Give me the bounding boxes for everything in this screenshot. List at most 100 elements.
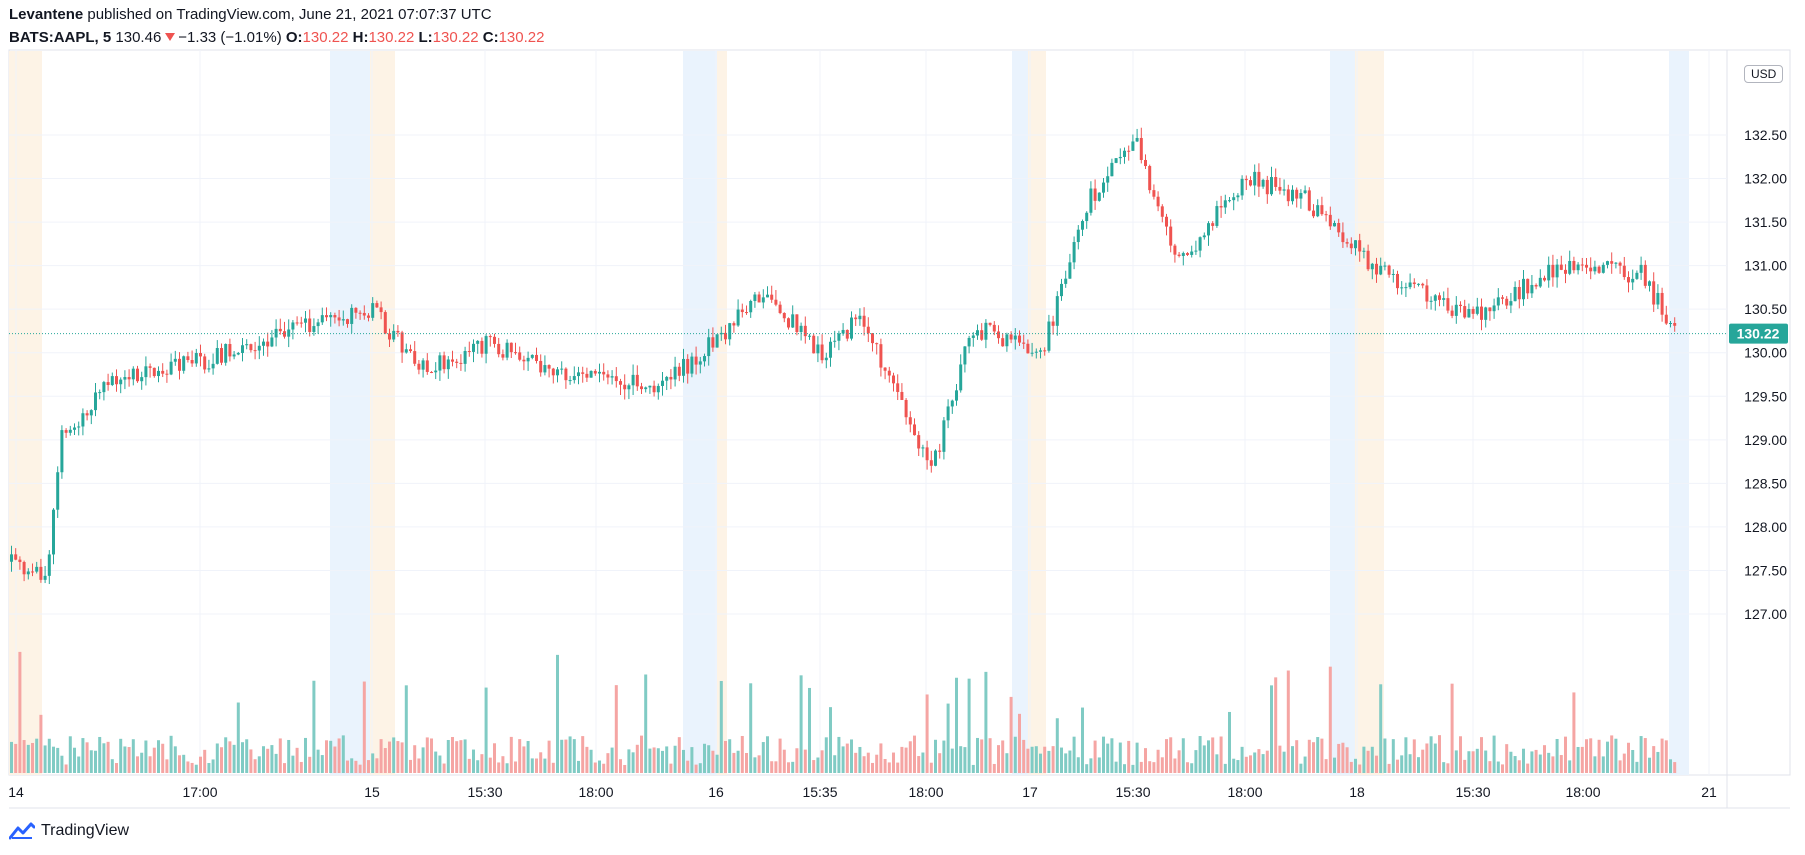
candle-body — [26, 571, 30, 575]
volume-bar — [434, 751, 438, 773]
volume-bar — [1425, 743, 1429, 773]
y-tick-label: 132.50 — [1744, 127, 1787, 143]
x-tick-label: 14 — [8, 784, 24, 800]
volume-bar — [1148, 761, 1152, 773]
volume-bar — [938, 753, 942, 773]
volume-bar — [1664, 740, 1668, 773]
candle-body — [589, 370, 593, 378]
candle-body — [1627, 277, 1630, 283]
candle-body — [1375, 263, 1378, 275]
volume-bar — [829, 707, 832, 773]
candle-body — [367, 315, 370, 318]
candle-body — [1211, 223, 1215, 226]
candle-body — [820, 344, 824, 361]
candle-body — [585, 373, 589, 378]
volume-bar — [1362, 746, 1366, 773]
candle-body — [1379, 265, 1383, 275]
volume-bar — [89, 750, 93, 773]
y-tick-label: 131.00 — [1744, 258, 1787, 274]
volume-bar — [1471, 751, 1475, 773]
candle-body — [1198, 237, 1202, 251]
author-name[interactable]: Levantene — [9, 6, 84, 23]
volume-bar — [1249, 755, 1252, 773]
candle-body — [1425, 285, 1429, 302]
volume-bar — [896, 762, 900, 773]
candle-body — [959, 364, 963, 391]
volume-bar — [1656, 751, 1660, 773]
volume-bar — [1580, 746, 1584, 773]
currency-button[interactable]: USD — [1744, 65, 1784, 83]
candle-body — [1060, 283, 1063, 297]
candle-body — [1589, 267, 1593, 272]
candle-body — [22, 562, 26, 575]
volume-bar — [1618, 760, 1622, 773]
volume-bar — [623, 764, 627, 773]
candle-body — [1467, 309, 1471, 318]
volume-bar — [887, 762, 891, 773]
candle-body — [799, 325, 803, 333]
volume-bar — [1648, 757, 1651, 773]
volume-bar — [400, 742, 404, 773]
volume-bar — [1391, 739, 1395, 773]
volume-bar — [367, 760, 370, 773]
candle-body — [1139, 137, 1143, 160]
volume-bar — [417, 758, 421, 773]
candle-body — [1089, 188, 1093, 213]
candle-body — [1593, 266, 1597, 272]
candle-body — [488, 336, 492, 338]
volume-bar — [543, 758, 547, 773]
volume-bar — [1396, 759, 1399, 773]
candle-body — [215, 348, 219, 364]
volume-bar — [1669, 759, 1672, 773]
candle-body — [56, 472, 60, 510]
volume-bar — [392, 737, 396, 773]
tradingview-logo-icon[interactable] — [9, 822, 35, 840]
volume-bar — [602, 763, 606, 773]
candle-body — [1492, 305, 1496, 312]
volume-bar — [1459, 736, 1462, 773]
footer-branding: TradingView — [9, 822, 129, 840]
candle-body — [858, 315, 862, 320]
candle-body — [1181, 253, 1185, 256]
candle-body — [883, 367, 887, 371]
candle-body — [1110, 162, 1114, 177]
candle-body — [392, 330, 396, 340]
volume-bar — [770, 761, 774, 773]
candle-body — [68, 429, 72, 433]
candle-body — [921, 447, 925, 449]
candle-body — [698, 361, 702, 365]
volume-bar — [1039, 753, 1042, 773]
volume-bar — [31, 742, 34, 773]
candle-body — [299, 322, 303, 324]
volume-bar — [1492, 735, 1496, 773]
volume-bar — [295, 747, 299, 773]
candle-body — [1664, 314, 1668, 324]
candle-body — [1253, 171, 1257, 186]
candle-body — [866, 326, 870, 334]
candle-body — [312, 326, 316, 332]
volume-bar — [988, 738, 992, 773]
candle-body — [211, 363, 215, 369]
candle-body — [635, 374, 639, 387]
candle-body — [1215, 206, 1219, 226]
y-tick-label: 129.00 — [1744, 432, 1787, 448]
candle-body — [119, 379, 123, 385]
candle-body — [1450, 310, 1454, 316]
volume-bar — [169, 735, 173, 773]
volume-bar — [1509, 751, 1513, 773]
candle-body — [304, 318, 307, 323]
volume-bar — [1438, 735, 1441, 773]
volume-bar — [1404, 737, 1408, 773]
candle-body — [1005, 334, 1009, 347]
volume-bar — [1589, 738, 1593, 773]
volume-bar — [505, 763, 509, 773]
volume-bar — [635, 744, 639, 773]
session-band — [1028, 51, 1046, 775]
brand-name[interactable]: TradingView — [41, 822, 130, 839]
volume-bar — [572, 739, 576, 773]
volume-bar — [711, 750, 715, 773]
candle-body — [1622, 265, 1626, 278]
volume-bar — [858, 746, 862, 773]
candle-body — [1160, 206, 1164, 217]
